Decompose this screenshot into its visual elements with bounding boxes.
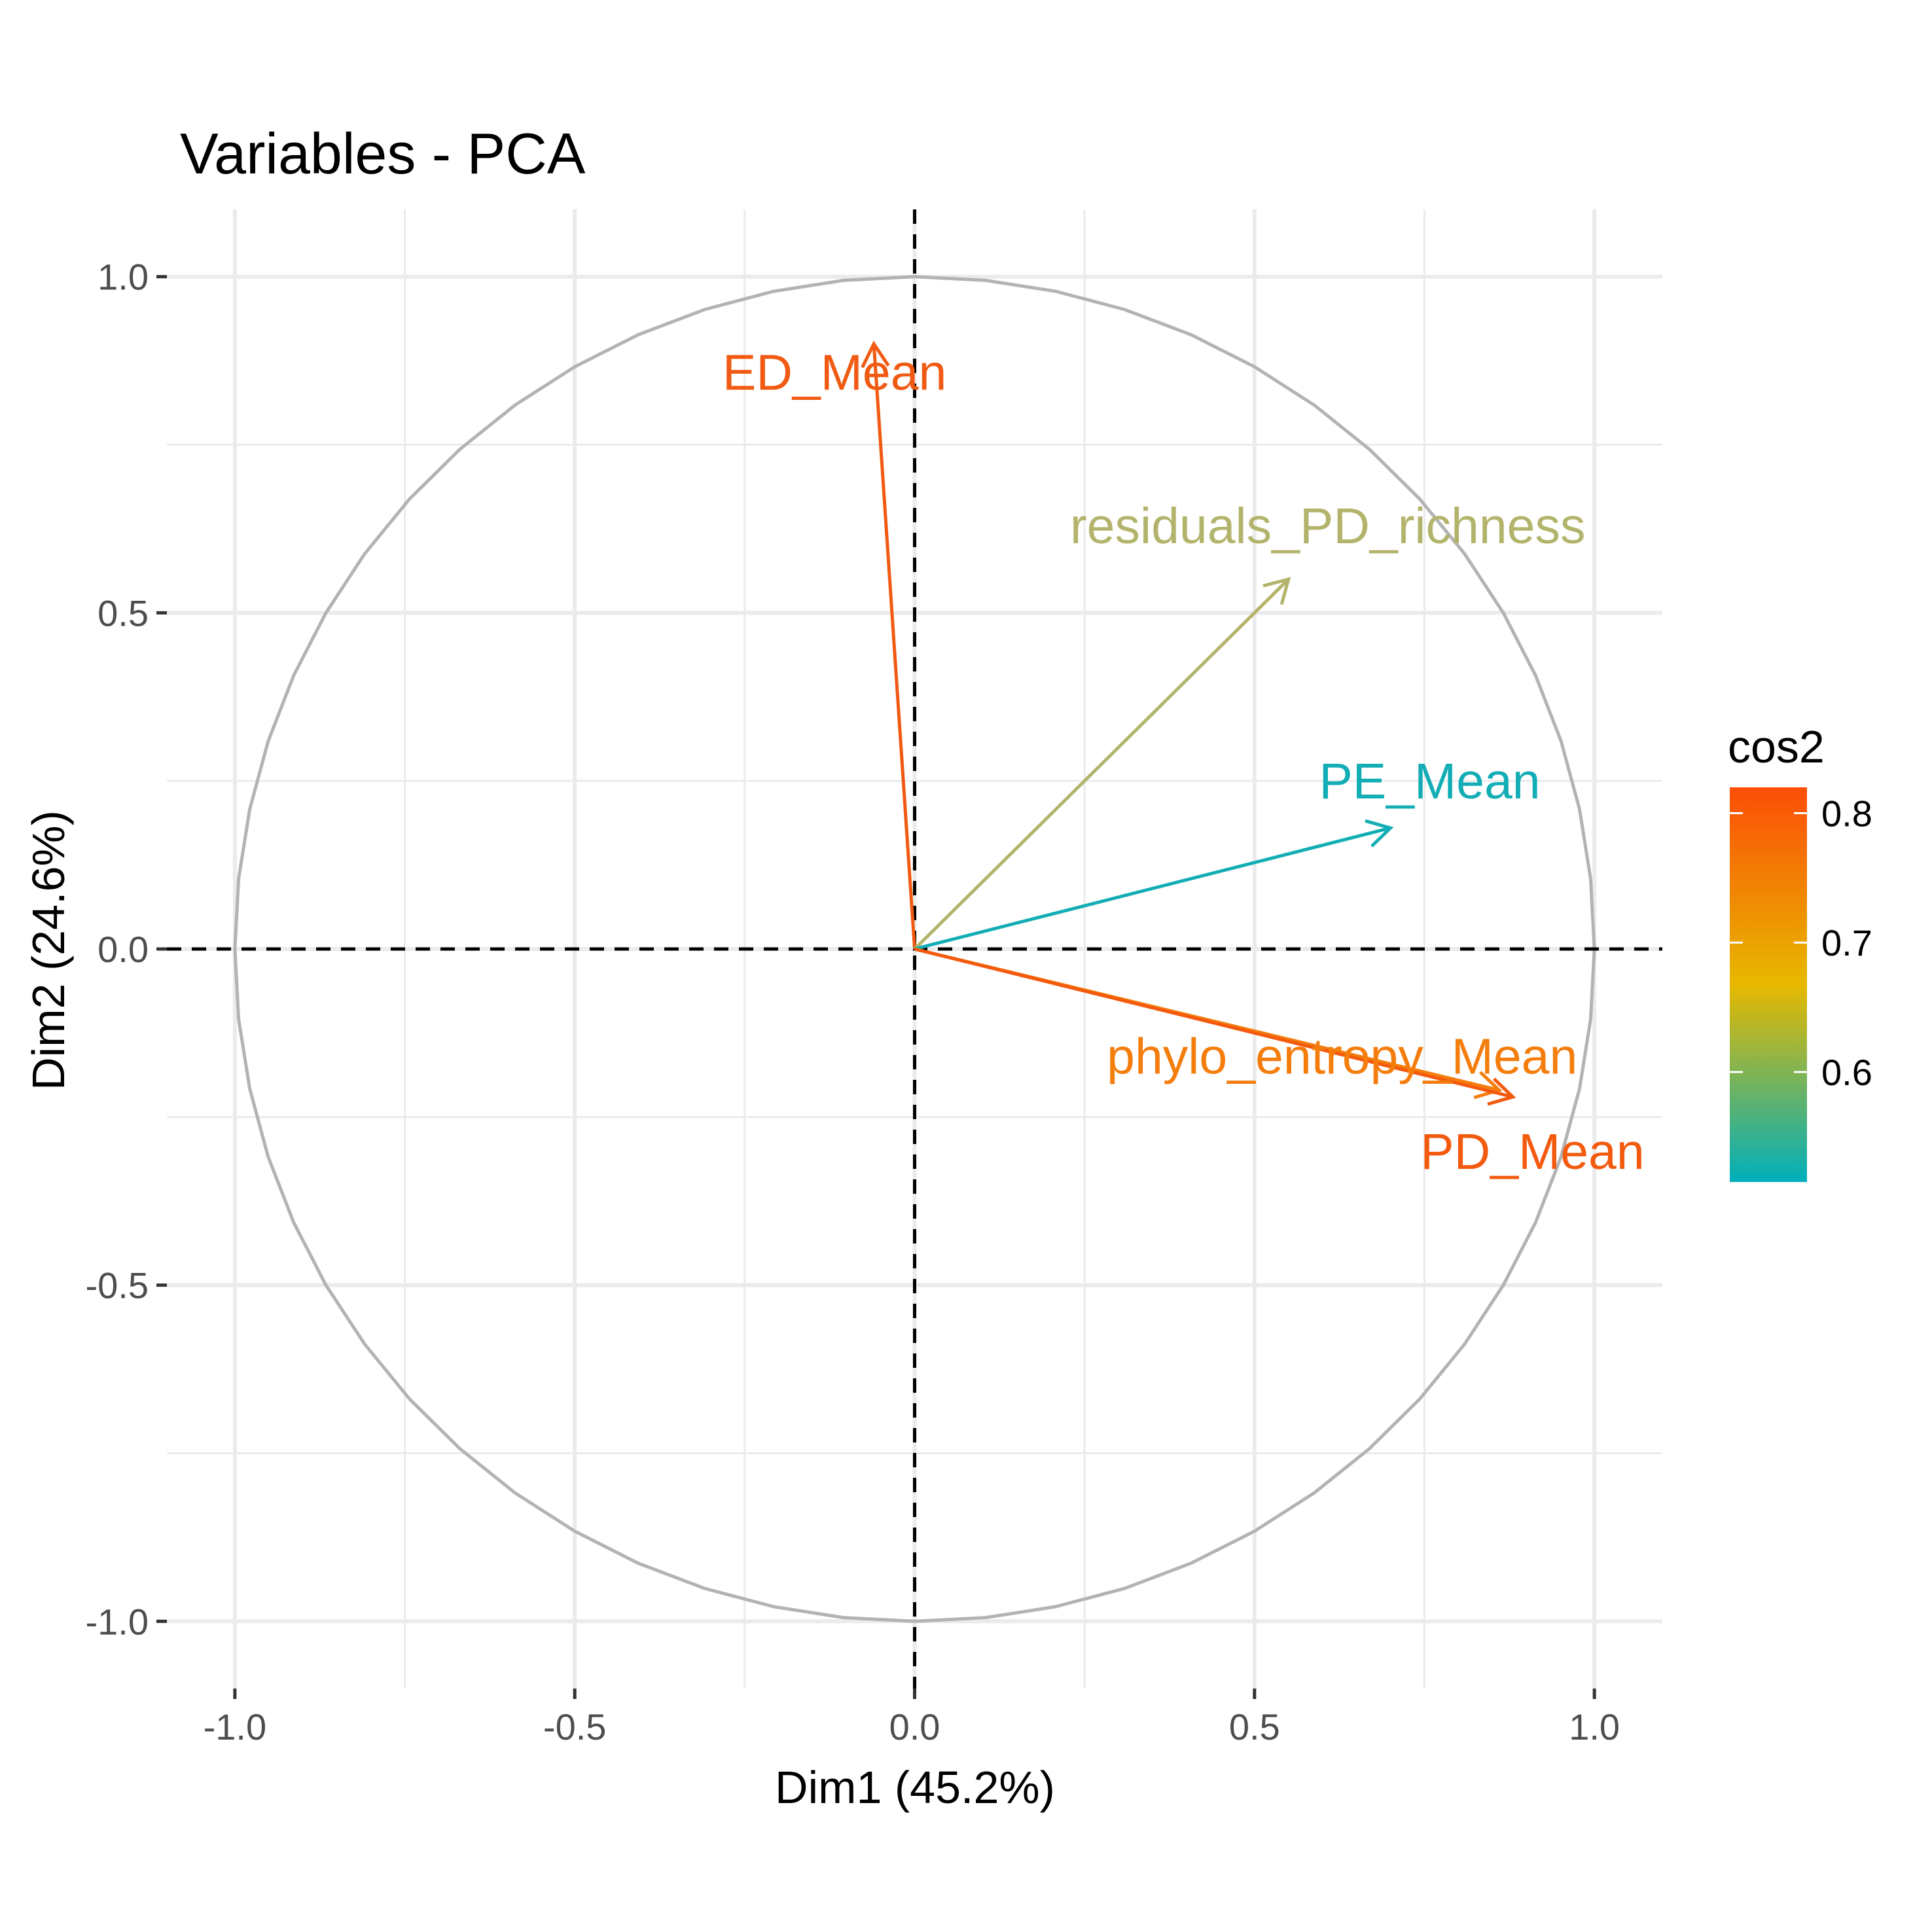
vector-ED_Mean [872,344,916,950]
x-tick-label: -1.0 [204,1706,267,1747]
vector-residuals_PD_richness [913,578,1290,950]
label-ED_Mean: ED_Mean [723,344,946,401]
y-tick-label: 0.5 [98,592,149,634]
label-residuals_PD_richness: residuals_PD_richness [1070,498,1585,554]
cos2-legend: cos2 0.6 0.7 0.8 [1728,721,1872,1182]
legend-tick-label: 0.6 [1821,1052,1872,1093]
legend-tick-label: 0.7 [1821,922,1872,963]
label-PD_Mean: PD_Mean [1420,1124,1644,1180]
x-tick-label: 1.0 [1569,1706,1620,1747]
x-tick-label: -0.5 [543,1706,607,1747]
x-axis: -1.0 -0.5 0.0 0.5 1.0 [204,1689,1620,1747]
x-axis-label: Dim1 (45.2%) [775,1762,1055,1813]
plot-panel: ED_Mean residuals_PD_richness PE_Meanphylo… [167,209,1662,1689]
y-tick-label: 1.0 [98,257,149,298]
arrowhead-ED_Mean [861,340,890,368]
variable-vectors [861,340,1516,1106]
x-tick-label: 0.5 [1229,1706,1280,1747]
chart-title: Variables - PCA [180,121,586,186]
unit-circle [233,275,1596,1623]
arrowhead-residuals_PD_richness [1262,577,1291,605]
label-phylo_entropy_Mean: phylo_entropy_Mean [1107,1029,1577,1085]
vector-PE_Mean [914,826,1391,951]
y-axis: -1.0 -0.5 0.0 0.5 1.0 [86,257,167,1642]
arrowhead-PD_Mean [1487,1077,1516,1106]
arrowhead-PE_Mean [1365,819,1394,848]
y-tick-label: 0.0 [98,929,149,970]
y-tick-label: -1.0 [86,1601,149,1642]
y-axis-label: Dim2 (24.6%) [23,810,74,1090]
x-tick-label: 0.0 [889,1706,940,1747]
vector-PD_Mean [914,947,1514,1099]
legend-colorbar [1730,787,1807,1182]
variable-labels: ED_Mean residuals_PD_richness PE_Meanphylo… [723,344,1645,1180]
arrowhead-phylo_entropy_Mean [1473,1071,1503,1100]
legend-title: cos2 [1728,721,1825,772]
legend-tick-label: 0.8 [1821,793,1872,834]
legend-ticks: 0.6 0.7 0.8 [1730,793,1872,1093]
label-PE_Mean: PE_Mean [1319,753,1540,810]
y-tick-label: -0.5 [86,1265,149,1306]
